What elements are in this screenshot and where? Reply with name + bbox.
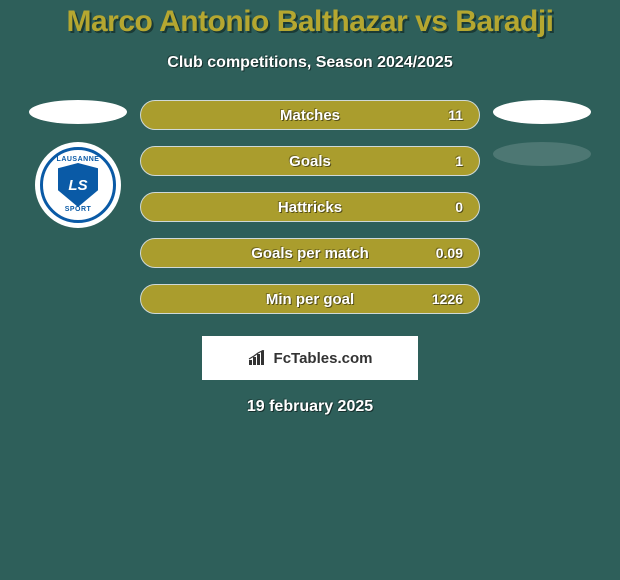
attribution-text: FcTables.com — [274, 350, 373, 367]
player-placeholder-ellipse — [493, 100, 591, 124]
stat-bar-value: 0 — [455, 199, 463, 215]
club-shield-text: LS — [68, 178, 87, 193]
stat-bar-label: Goals — [289, 153, 331, 170]
club-placeholder-ellipse — [493, 142, 591, 166]
body-row: LAUSANNE LS SPORT Matches 11 Goals 1 Hattric… — [0, 100, 620, 314]
club-text-bottom: SPORT — [65, 206, 92, 213]
left-player-col: LAUSANNE LS SPORT — [28, 100, 128, 228]
barchart-icon — [248, 350, 268, 366]
stat-bar-value: 1226 — [432, 291, 463, 307]
stat-bar: Goals per match 0.09 — [140, 238, 480, 268]
stat-bar: Hattricks 0 — [140, 192, 480, 222]
stat-bar-label: Goals per match — [251, 245, 369, 262]
club-shield-icon: LS — [58, 163, 98, 207]
subtitle: Club competitions, Season 2024/2025 — [0, 54, 620, 72]
stat-bar: Goals 1 — [140, 146, 480, 176]
stat-bar-value: 1 — [455, 153, 463, 169]
stat-bar-label: Matches — [280, 107, 340, 124]
date-text: 19 february 2025 — [0, 398, 620, 416]
stat-bar-value: 11 — [448, 107, 463, 123]
club-badge-lausanne: LAUSANNE LS SPORT — [35, 142, 121, 228]
stat-bar-value: 0.09 — [436, 245, 463, 261]
attribution-badge: FcTables.com — [202, 336, 418, 380]
club-text-top: LAUSANNE — [57, 156, 100, 163]
stat-bar: Matches 11 — [140, 100, 480, 130]
stat-bar-label: Hattricks — [278, 199, 342, 216]
comparison-infographic: Marco Antonio Balthazar vs Baradji Club … — [0, 0, 620, 580]
stat-bar-label: Min per goal — [266, 291, 354, 308]
right-player-col — [492, 100, 592, 166]
page-title: Marco Antonio Balthazar vs Baradji — [0, 4, 620, 40]
stat-bar: Min per goal 1226 — [140, 284, 480, 314]
stat-bars: Matches 11 Goals 1 Hattricks 0 Goals per match… — [140, 100, 480, 314]
player-placeholder-ellipse — [29, 100, 127, 124]
